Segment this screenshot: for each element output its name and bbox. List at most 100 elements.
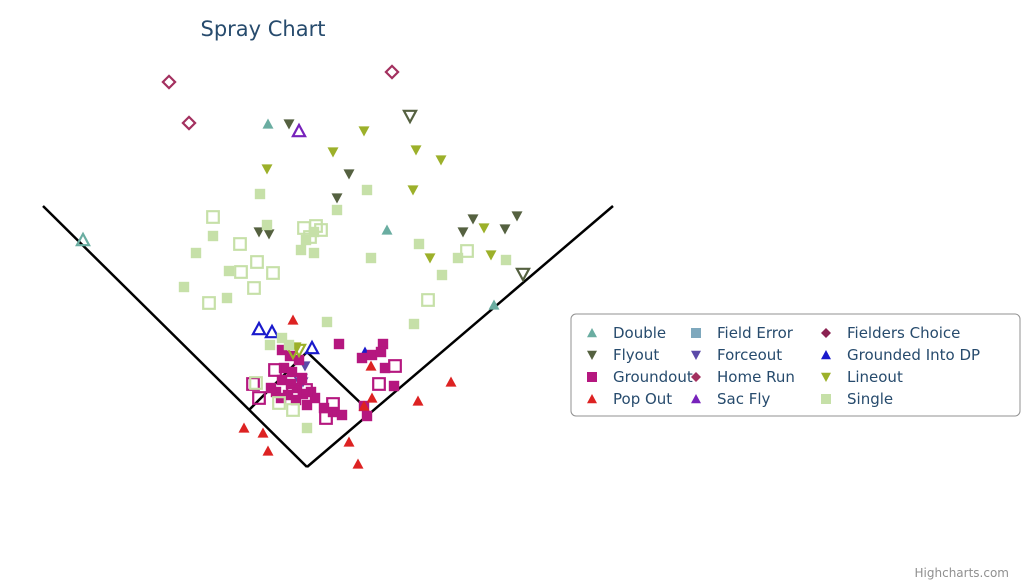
point-single-hollow[interactable]	[303, 230, 317, 244]
point-groundout[interactable]	[377, 338, 389, 350]
point-groundout[interactable]	[286, 366, 298, 378]
point-single[interactable]	[283, 339, 295, 351]
point-single-hollow[interactable]	[286, 403, 300, 417]
legend-item-flyout[interactable]: Flyout	[587, 346, 659, 364]
legend-item-groundout[interactable]: Groundout	[587, 368, 693, 386]
point-pop-out[interactable]	[343, 436, 355, 447]
point-lineout[interactable]	[485, 250, 497, 261]
point-single[interactable]	[361, 184, 373, 196]
point-groundout-hollow[interactable]	[299, 383, 313, 397]
point-groundout[interactable]	[366, 349, 378, 361]
legend-item-grounded-into-dp[interactable]: Grounded Into DP	[821, 346, 980, 364]
point-pop-out[interactable]	[262, 445, 274, 456]
point-single-hollow[interactable]	[421, 293, 435, 307]
point-single-hollow[interactable]	[202, 296, 216, 310]
legend-item-fielders-choice[interactable]: Fielders Choice	[821, 324, 960, 342]
point-double[interactable]	[381, 224, 393, 235]
legend-item-forceout[interactable]: Forceout	[691, 346, 782, 364]
point-single-hollow[interactable]	[250, 255, 264, 269]
point-single[interactable]	[261, 219, 273, 231]
point-lineout[interactable]	[407, 185, 419, 196]
point-groundout[interactable]	[301, 399, 313, 411]
point-single[interactable]	[190, 247, 202, 259]
point-single[interactable]	[207, 230, 219, 242]
point-home-run-hollow[interactable]	[161, 74, 177, 90]
point-single-hollow[interactable]	[314, 223, 328, 237]
point-groundout[interactable]	[336, 409, 348, 421]
point-lineout[interactable]	[410, 145, 422, 156]
point-groundout[interactable]	[379, 362, 391, 374]
point-flyout[interactable]	[511, 211, 523, 222]
point-lineout[interactable]	[261, 164, 273, 175]
point-flyout[interactable]	[263, 229, 275, 240]
point-pop-out[interactable]	[366, 392, 378, 403]
point-pop-out[interactable]	[358, 400, 370, 411]
point-single[interactable]	[365, 252, 377, 264]
point-flyout[interactable]	[331, 193, 343, 204]
point-pop-out[interactable]	[352, 458, 364, 469]
point-single-hollow[interactable]	[309, 219, 323, 233]
point-flyout[interactable]	[457, 227, 469, 238]
point-pop-out[interactable]	[238, 422, 250, 433]
legend-item-home-run[interactable]: Home Run	[691, 368, 795, 386]
legend-item-field-error[interactable]: Field Error	[691, 324, 794, 342]
point-groundout[interactable]	[388, 380, 400, 392]
point-groundout[interactable]	[296, 372, 308, 384]
point-double[interactable]	[262, 118, 274, 129]
point-pop-out[interactable]	[365, 360, 377, 371]
point-single[interactable]	[221, 292, 233, 304]
point-groundout[interactable]	[293, 354, 305, 366]
legend-item-pop-out[interactable]: Pop Out	[587, 390, 672, 408]
point-grounded-into-dp-hollow[interactable]	[251, 320, 267, 336]
point-groundout[interactable]	[333, 338, 345, 350]
point-groundout-hollow[interactable]	[319, 411, 333, 425]
point-single[interactable]	[301, 422, 313, 434]
point-grounded-into-dp-hollow[interactable]	[304, 339, 320, 355]
point-groundout-hollow[interactable]	[252, 391, 266, 405]
point-home-run-hollow[interactable]	[181, 115, 197, 131]
point-single-hollow[interactable]	[249, 376, 263, 390]
point-single[interactable]	[321, 316, 333, 328]
point-lineout[interactable]	[424, 253, 436, 264]
point-groundout[interactable]	[265, 382, 277, 394]
legend-item-sac-fly[interactable]: Sac Fly	[691, 390, 771, 408]
point-flyout[interactable]	[499, 224, 511, 235]
point-single[interactable]	[500, 254, 512, 266]
point-single-hollow[interactable]	[206, 210, 220, 224]
point-single[interactable]	[413, 238, 425, 250]
point-single[interactable]	[308, 247, 320, 259]
point-groundout-hollow[interactable]	[268, 363, 282, 377]
point-flyout[interactable]	[283, 119, 295, 130]
point-pop-out[interactable]	[257, 427, 269, 438]
point-single[interactable]	[223, 265, 235, 277]
point-single[interactable]	[178, 281, 190, 293]
point-single[interactable]	[264, 339, 276, 351]
point-sac-fly-hollow[interactable]	[291, 122, 307, 138]
point-groundout[interactable]	[276, 374, 288, 386]
point-flyout[interactable]	[253, 227, 265, 238]
point-single-hollow[interactable]	[297, 221, 311, 235]
point-double-hollow[interactable]	[75, 231, 91, 247]
point-flyout[interactable]	[343, 169, 355, 180]
point-single[interactable]	[254, 188, 266, 200]
point-single-hollow[interactable]	[247, 281, 261, 295]
point-single-hollow[interactable]	[266, 266, 280, 280]
point-lineout[interactable]	[478, 223, 490, 234]
point-groundout-hollow[interactable]	[388, 359, 402, 373]
point-pop-out[interactable]	[412, 395, 424, 406]
point-flyout-hollow[interactable]	[402, 109, 418, 125]
credits-label[interactable]: Highcharts.com	[915, 566, 1009, 580]
point-groundout-hollow[interactable]	[326, 397, 340, 411]
point-flyout-hollow[interactable]	[515, 267, 531, 283]
point-groundout[interactable]	[361, 410, 373, 422]
point-single[interactable]	[295, 244, 307, 256]
point-groundout-hollow[interactable]	[372, 377, 386, 391]
legend-item-lineout[interactable]: Lineout	[821, 368, 903, 386]
point-pop-out[interactable]	[445, 376, 457, 387]
point-single-hollow[interactable]	[272, 396, 286, 410]
point-double[interactable]	[488, 299, 500, 310]
point-grounded-into-dp-hollow[interactable]	[264, 323, 280, 339]
point-groundout-hollow[interactable]	[286, 385, 300, 399]
point-single-hollow[interactable]	[233, 237, 247, 251]
point-single-hollow[interactable]	[460, 244, 474, 258]
